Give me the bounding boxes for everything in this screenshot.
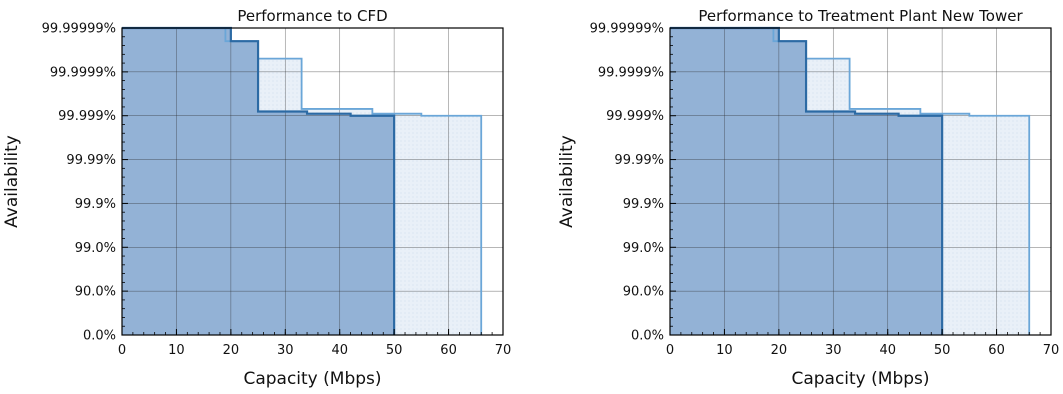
y-axis-label: Availability	[557, 135, 577, 228]
x-tick-label: 70	[1043, 343, 1060, 358]
y-axis-label: Availability	[2, 135, 22, 228]
x-axis-label: Capacity (Mbps)	[791, 369, 929, 389]
x-tick-label: 20	[223, 343, 240, 358]
x-tick-label: 50	[386, 343, 403, 358]
y-tick-label: 90.0%	[75, 285, 116, 300]
x-tick-label: 20	[771, 343, 788, 358]
x-tick-label: 40	[879, 343, 896, 358]
y-tick-label: 99.0%	[75, 241, 116, 256]
x-tick-label: 60	[440, 343, 457, 358]
axes-frame	[121, 27, 504, 336]
y-tick-label: 90.0%	[623, 285, 664, 300]
chart-panel-2: 0 10 20 30 40 50 60 70 0.0% 90.0% 99.0% 99.9% 99.99%…	[557, 7, 1059, 389]
y-tick-label: 0.0%	[83, 329, 116, 344]
x-tick-label: 0	[118, 343, 126, 358]
chart-title: Performance to CFD	[237, 7, 387, 25]
series-line-1	[670, 26, 944, 335]
x-tick-label: 60	[988, 343, 1005, 358]
x-tick-label: 30	[277, 343, 294, 358]
series-area-1	[122, 28, 395, 335]
x-tick-label: 50	[934, 343, 951, 358]
y-tick-label: 99.9999%	[598, 65, 664, 80]
y-tick-label: 99.0%	[623, 241, 664, 256]
axes-frame	[669, 27, 1052, 336]
y-tick-label: 0.0%	[631, 329, 664, 344]
chart-panel-1: 0 10 20 30 40 50 60 70 0.0% 90.0% 99.0% 99.9% 99.99%…	[2, 7, 511, 389]
x-tick-label: 30	[825, 343, 842, 358]
x-tick-label: 70	[495, 343, 512, 358]
y-tick-label: 99.99999%	[42, 22, 116, 37]
x-tick-label: 40	[331, 343, 348, 358]
series-line-2	[670, 27, 1031, 335]
y-tick-label: 99.99%	[66, 153, 116, 168]
y-tick-label: 99.9999%	[50, 65, 116, 80]
series-area-1	[670, 28, 943, 335]
x-tick-label: 0	[666, 343, 674, 358]
x-tick-label: 10	[168, 343, 185, 358]
x-tick-label: 10	[716, 343, 733, 358]
y-tick-label: 99.999%	[606, 109, 664, 124]
series-line-1	[122, 26, 396, 335]
y-tick-label: 99.99%	[614, 153, 664, 168]
series-line-2	[122, 27, 483, 335]
x-axis-label: Capacity (Mbps)	[243, 369, 381, 389]
y-tick-label: 99.999%	[58, 109, 116, 124]
y-tick-label: 99.9%	[75, 197, 116, 212]
chart-title: Performance to Treatment Plant New Tower	[698, 7, 1023, 25]
y-tick-label: 99.9%	[623, 197, 664, 212]
y-tick-label: 99.99999%	[590, 22, 664, 37]
